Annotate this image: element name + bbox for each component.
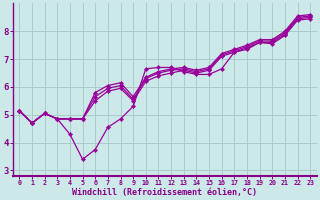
X-axis label: Windchill (Refroidissement éolien,°C): Windchill (Refroidissement éolien,°C) — [72, 188, 257, 197]
